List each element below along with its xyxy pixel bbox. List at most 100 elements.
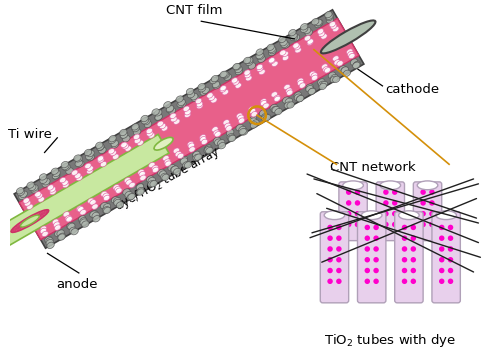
Circle shape xyxy=(429,211,434,216)
Circle shape xyxy=(374,279,379,284)
Ellipse shape xyxy=(259,69,265,75)
Circle shape xyxy=(328,268,333,273)
Ellipse shape xyxy=(92,216,100,222)
Ellipse shape xyxy=(329,22,336,27)
Ellipse shape xyxy=(31,187,38,193)
Ellipse shape xyxy=(193,154,200,161)
Circle shape xyxy=(429,222,434,227)
Ellipse shape xyxy=(52,172,60,179)
Ellipse shape xyxy=(213,130,220,135)
Ellipse shape xyxy=(214,131,221,137)
Circle shape xyxy=(355,189,360,195)
Ellipse shape xyxy=(108,137,116,144)
Ellipse shape xyxy=(246,57,253,64)
Ellipse shape xyxy=(348,53,355,59)
Ellipse shape xyxy=(16,188,24,194)
Ellipse shape xyxy=(157,121,164,126)
Ellipse shape xyxy=(80,217,87,224)
Ellipse shape xyxy=(323,67,330,72)
Ellipse shape xyxy=(46,239,54,246)
Ellipse shape xyxy=(100,161,106,167)
Ellipse shape xyxy=(362,211,382,220)
Ellipse shape xyxy=(256,49,264,55)
Ellipse shape xyxy=(240,129,248,135)
Ellipse shape xyxy=(284,102,292,108)
Circle shape xyxy=(364,246,370,252)
Ellipse shape xyxy=(224,123,231,129)
Ellipse shape xyxy=(114,186,121,192)
Ellipse shape xyxy=(162,174,169,181)
Circle shape xyxy=(448,268,454,273)
Ellipse shape xyxy=(54,225,61,230)
Ellipse shape xyxy=(182,162,190,168)
Ellipse shape xyxy=(306,85,313,92)
Ellipse shape xyxy=(113,185,119,190)
Ellipse shape xyxy=(168,165,175,171)
Ellipse shape xyxy=(307,39,314,44)
Ellipse shape xyxy=(101,191,107,197)
Ellipse shape xyxy=(164,102,171,108)
Ellipse shape xyxy=(286,90,293,95)
Circle shape xyxy=(392,222,398,227)
Ellipse shape xyxy=(330,76,338,82)
Ellipse shape xyxy=(38,197,44,202)
Ellipse shape xyxy=(62,163,69,170)
Ellipse shape xyxy=(201,139,207,145)
Ellipse shape xyxy=(196,98,202,104)
Ellipse shape xyxy=(40,226,46,231)
Circle shape xyxy=(420,211,426,216)
Ellipse shape xyxy=(305,30,312,36)
Ellipse shape xyxy=(122,144,128,149)
Ellipse shape xyxy=(186,88,194,95)
Ellipse shape xyxy=(58,234,65,240)
Ellipse shape xyxy=(177,101,184,107)
Ellipse shape xyxy=(63,212,70,217)
Ellipse shape xyxy=(86,153,93,160)
Ellipse shape xyxy=(152,165,158,171)
Circle shape xyxy=(336,235,342,241)
Ellipse shape xyxy=(262,114,269,121)
Ellipse shape xyxy=(311,73,318,78)
Ellipse shape xyxy=(196,103,203,109)
Circle shape xyxy=(410,225,416,230)
Ellipse shape xyxy=(267,44,274,50)
Ellipse shape xyxy=(146,131,153,136)
Ellipse shape xyxy=(116,188,122,193)
Circle shape xyxy=(328,279,333,284)
Ellipse shape xyxy=(222,90,228,95)
Ellipse shape xyxy=(90,200,96,205)
Circle shape xyxy=(448,257,454,262)
Ellipse shape xyxy=(17,189,24,196)
Ellipse shape xyxy=(42,231,48,237)
Ellipse shape xyxy=(296,95,304,102)
Ellipse shape xyxy=(104,195,110,201)
Ellipse shape xyxy=(187,141,194,147)
Ellipse shape xyxy=(160,173,168,180)
Ellipse shape xyxy=(175,151,182,157)
Ellipse shape xyxy=(227,134,234,140)
Ellipse shape xyxy=(234,64,241,70)
Ellipse shape xyxy=(57,230,64,236)
Circle shape xyxy=(402,257,407,262)
Ellipse shape xyxy=(84,163,91,168)
Ellipse shape xyxy=(286,88,292,93)
Ellipse shape xyxy=(346,49,353,54)
Ellipse shape xyxy=(251,112,258,117)
Ellipse shape xyxy=(210,77,217,84)
Ellipse shape xyxy=(178,99,186,106)
Circle shape xyxy=(336,246,342,252)
Ellipse shape xyxy=(200,89,207,95)
Ellipse shape xyxy=(198,84,205,90)
Ellipse shape xyxy=(176,96,184,102)
Ellipse shape xyxy=(82,221,89,227)
Ellipse shape xyxy=(141,117,148,124)
Ellipse shape xyxy=(326,14,334,21)
Ellipse shape xyxy=(139,171,145,177)
Ellipse shape xyxy=(48,185,54,190)
Ellipse shape xyxy=(330,75,338,81)
Ellipse shape xyxy=(97,156,103,161)
Ellipse shape xyxy=(248,106,255,112)
Ellipse shape xyxy=(222,72,230,78)
Ellipse shape xyxy=(36,193,43,199)
Ellipse shape xyxy=(164,159,170,164)
